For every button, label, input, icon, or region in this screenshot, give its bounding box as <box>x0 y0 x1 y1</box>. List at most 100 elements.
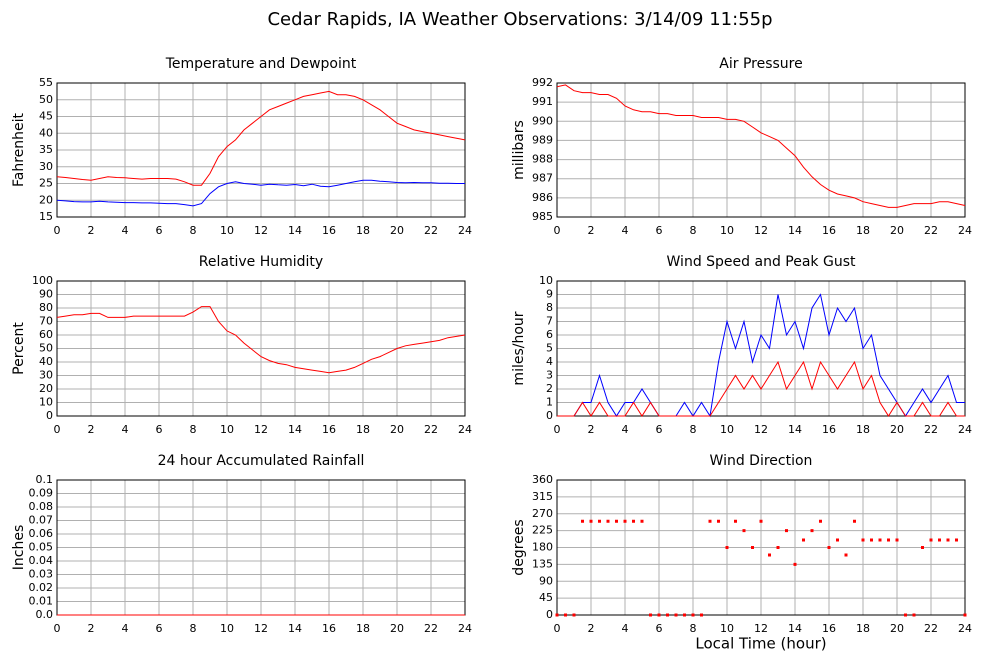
y-tick-label: 0 <box>546 608 553 621</box>
point <box>768 553 771 557</box>
x-tick-label: 0 <box>554 423 561 436</box>
plot-frame <box>56 280 466 417</box>
x-tick-label: 4 <box>622 622 629 635</box>
x-tick-label: 10 <box>720 224 734 237</box>
y-tick-label: 989 <box>532 133 553 146</box>
x-tick-label: 2 <box>88 423 95 436</box>
x-tick-label: 0 <box>554 224 561 237</box>
x-tick-label: 12 <box>754 423 768 436</box>
series-line <box>56 306 466 374</box>
series-line <box>56 90 466 186</box>
y-tick-label: 2 <box>546 382 553 395</box>
x-tick-label: 0 <box>54 423 61 436</box>
x-tick-label: 14 <box>788 423 802 436</box>
page-title: Cedar Rapids, IA Weather Observations: 3… <box>267 9 772 30</box>
y-tick-label: 225 <box>532 524 553 537</box>
y-tick-label: 315 <box>532 490 553 503</box>
x-tick-label: 4 <box>622 423 629 436</box>
x-tick-label: 0 <box>54 224 61 237</box>
x-tick-label: 0 <box>54 622 61 635</box>
y-tick-label: 0.02 <box>29 581 54 594</box>
x-tick-label: 8 <box>690 423 697 436</box>
x-tick-label: 16 <box>322 224 336 237</box>
y-tick-label: 50 <box>39 342 53 355</box>
x-tick-label: 22 <box>424 622 438 635</box>
point <box>632 519 635 523</box>
x-tick-label: 10 <box>720 622 734 635</box>
point <box>555 613 559 617</box>
x-tick-label: 20 <box>390 423 404 436</box>
x-tick-label: 12 <box>754 224 768 237</box>
y-tick-label: 50 <box>39 93 53 106</box>
x-tick-label: 6 <box>156 224 163 237</box>
point <box>725 546 729 549</box>
x-tick-label: 12 <box>254 224 268 237</box>
x-tick-label: 14 <box>788 622 802 635</box>
series-line <box>557 360 965 417</box>
y-tick-label: 0.0 <box>36 608 54 621</box>
x-tick-label: 4 <box>122 224 129 237</box>
x-tick-label: 4 <box>122 622 129 635</box>
x-tick-label: 14 <box>788 224 802 237</box>
point <box>895 538 899 542</box>
point <box>929 538 933 542</box>
y-axis-label: Percent <box>11 322 27 375</box>
x-tick-label: 16 <box>822 224 836 237</box>
plot-frame <box>56 82 466 218</box>
point <box>938 538 941 542</box>
x-tick-label: 12 <box>254 423 268 436</box>
y-tick-label: 35 <box>39 143 53 156</box>
point <box>759 519 763 523</box>
point <box>564 613 567 617</box>
y-tick-label: 0.03 <box>29 568 54 581</box>
point <box>844 553 848 557</box>
y-tick-label: 0.05 <box>29 541 54 554</box>
x-tick-label: 8 <box>190 423 197 436</box>
y-tick-label: 270 <box>532 507 553 520</box>
y-tick-label: 80 <box>39 301 53 314</box>
x-tick-label: 14 <box>288 622 302 635</box>
x-tick-label: 20 <box>890 622 904 635</box>
chart-title: Wind Direction <box>710 453 813 469</box>
x-tick-label: 10 <box>720 423 734 436</box>
y-tick-label: 6 <box>546 328 553 341</box>
point <box>904 613 907 617</box>
point <box>946 538 950 542</box>
y-tick-label: 0 <box>46 409 53 422</box>
x-tick-label: 8 <box>190 224 197 237</box>
x-tick-label: 8 <box>190 622 197 635</box>
y-tick-label: 0 <box>546 409 553 422</box>
point <box>700 613 703 617</box>
point <box>921 546 924 549</box>
x-tick-label: 18 <box>856 423 870 436</box>
x-tick-label: 24 <box>958 224 972 237</box>
chart-title: Relative Humidity <box>199 254 323 270</box>
chart-title: Air Pressure <box>719 56 802 72</box>
y-tick-label: 100 <box>32 274 53 287</box>
plot-frame <box>556 82 966 218</box>
y-tick-label: 991 <box>532 95 553 108</box>
point <box>819 519 822 523</box>
y-tick-label: 0.07 <box>29 514 54 527</box>
plot-frame <box>556 280 966 417</box>
series-line <box>56 179 465 207</box>
x-tick-label: 20 <box>890 423 904 436</box>
point <box>666 613 669 617</box>
x-tick-label: 24 <box>958 423 972 436</box>
x-tick-label: 6 <box>656 224 663 237</box>
point <box>878 538 882 542</box>
point <box>912 613 916 617</box>
x-tick-label: 24 <box>458 622 472 635</box>
x-tick-label: 8 <box>690 224 697 237</box>
point <box>955 538 958 542</box>
point <box>861 538 865 542</box>
point <box>776 546 780 549</box>
point <box>606 519 610 523</box>
x-tick-label: 10 <box>220 224 234 237</box>
y-tick-label: 985 <box>532 210 553 223</box>
x-tick-label: 24 <box>458 224 472 237</box>
y-tick-label: 8 <box>546 301 553 314</box>
point <box>963 613 967 617</box>
y-tick-label: 25 <box>39 177 53 190</box>
